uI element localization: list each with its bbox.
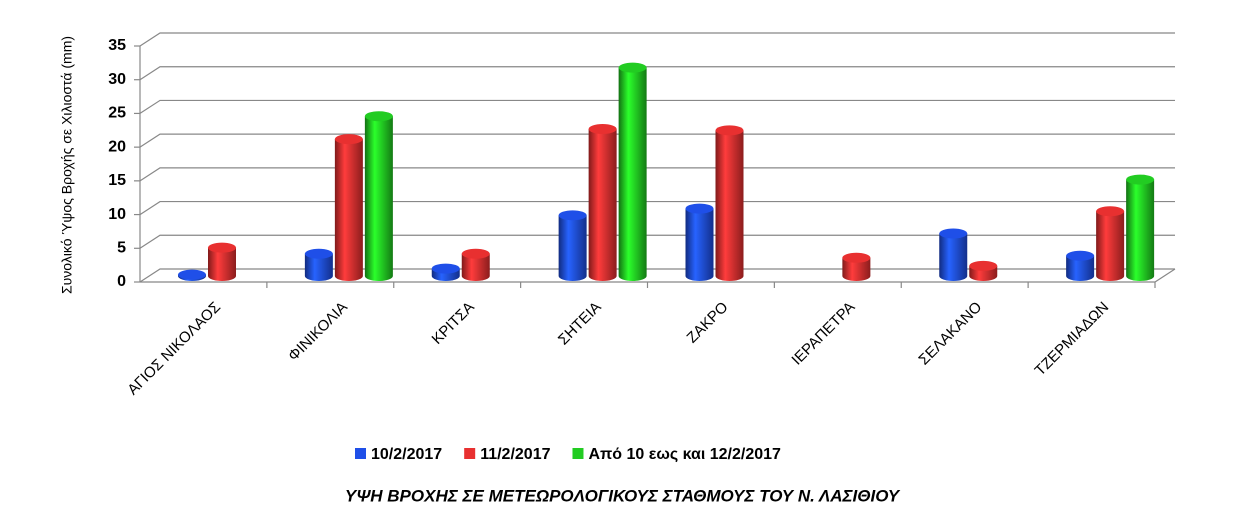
bar <box>1096 206 1125 281</box>
bar-body <box>715 130 744 281</box>
bar <box>588 124 617 281</box>
bar <box>685 203 714 281</box>
bar-top <box>558 210 587 221</box>
bar-body <box>1066 255 1095 281</box>
y-tick-label: 25 <box>108 105 126 122</box>
bar <box>939 228 968 281</box>
bar <box>461 248 490 281</box>
bar <box>558 210 587 281</box>
chart-title: ΥΨΗ ΒΡΟΧΗΣ ΣΕ ΜΕΤΕΩΡΟΛΟΓΙΚΟΥΣ ΣΤΑΘΜΟΥΣ Τ… <box>345 486 901 505</box>
x-tick-label: ΣΗΤΕΙΑ <box>555 299 605 349</box>
bar-top <box>1096 206 1125 217</box>
x-tick-label: ΣΕΛΑΚΑΝΟ <box>915 299 985 369</box>
legend-label: 10/2/2017 <box>371 446 442 463</box>
bar-top <box>1066 250 1095 261</box>
grid-line <box>139 268 1175 283</box>
grid-line <box>139 234 1175 249</box>
legend-label: 11/2/2017 <box>480 446 550 463</box>
bar-top <box>842 252 871 263</box>
legend-label: Από 10 εως και 12/2/2017 <box>588 446 781 463</box>
bar-top <box>461 248 490 259</box>
y-tick-label: 30 <box>108 71 126 88</box>
bar-body <box>588 129 617 281</box>
bar-top <box>431 263 460 274</box>
bar-body <box>842 257 871 281</box>
bar <box>842 252 871 281</box>
bar-top <box>178 269 206 280</box>
bar-top <box>1126 174 1155 185</box>
bar-top <box>588 124 617 135</box>
bar <box>208 242 236 281</box>
x-tick-label: ΤΖΕΡΜΙΑΔΩΝ <box>1032 299 1113 380</box>
bar <box>431 263 460 281</box>
bar <box>1066 250 1095 281</box>
bar-top <box>685 203 714 214</box>
bar-top <box>969 260 998 271</box>
grid-line <box>139 167 1175 182</box>
x-tick-label: ΚΡΙΤΣΑ <box>429 299 478 348</box>
grid-line <box>139 200 1175 216</box>
bar <box>304 248 333 281</box>
bar-body <box>461 253 490 281</box>
x-tick-label: ΑΓΙΟΣ ΝΙΚΟΛΑΟΣ <box>124 299 224 399</box>
legend-swatch <box>572 448 584 459</box>
bar-body <box>685 208 714 281</box>
y-axis-label: Συνολικό Ύψος Βροχής σε Χιλιοστά (mm) <box>59 36 75 294</box>
bar <box>178 269 206 281</box>
bar-body <box>939 233 968 281</box>
bar <box>334 134 363 281</box>
y-tick-label: 10 <box>108 206 126 223</box>
x-tick-label: ΖΑΚΡΟ <box>684 299 732 347</box>
bar-body <box>208 247 236 281</box>
legend-swatch <box>355 448 366 459</box>
bar-body <box>618 67 647 281</box>
y-tick-label: 15 <box>108 172 126 189</box>
bar-top <box>304 248 333 259</box>
bar-top <box>618 62 647 73</box>
y-tick-label: 0 <box>117 273 126 290</box>
bar-body <box>1126 179 1155 281</box>
y-tick-label: 20 <box>108 138 126 155</box>
x-tick-label: ΦΙΝΙΚΟΛΙΑ <box>285 299 351 365</box>
grid-line <box>139 133 1175 148</box>
floor-edge <box>140 268 1176 283</box>
bar-body <box>558 215 587 281</box>
bar-top <box>939 228 968 239</box>
bar-top <box>364 111 393 122</box>
bar <box>715 125 744 281</box>
bar <box>364 111 393 282</box>
bar-body <box>334 139 363 281</box>
y-tick-label: 35 <box>108 37 126 54</box>
bar-body <box>1096 211 1125 281</box>
bar-top <box>208 242 236 253</box>
bar <box>969 260 998 281</box>
bar-top <box>334 134 363 145</box>
bar-body <box>364 116 393 282</box>
bar <box>618 62 647 281</box>
grid-line <box>139 99 1175 114</box>
bar-top <box>715 125 744 136</box>
legend-swatch <box>464 448 476 459</box>
bar-body <box>304 253 333 281</box>
y-tick-label: 5 <box>117 240 126 257</box>
x-tick-label: ΙΕΡΑΠΕΤΡΑ <box>788 299 858 369</box>
bar <box>1126 174 1155 281</box>
grid-line <box>139 32 1175 47</box>
grid-line <box>139 66 1175 81</box>
